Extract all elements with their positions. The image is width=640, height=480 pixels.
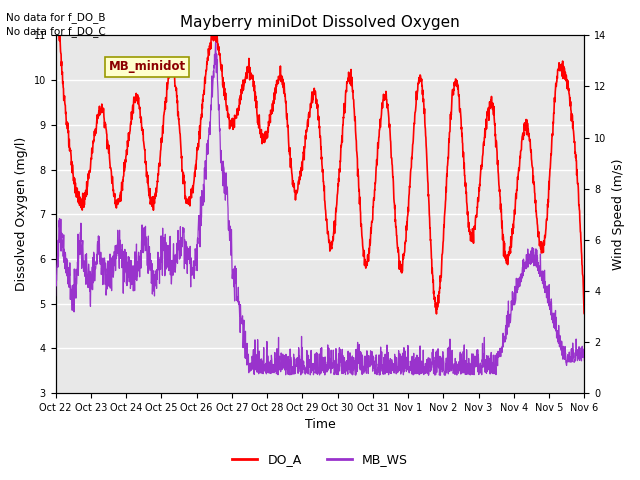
Text: No data for f_DO_B: No data for f_DO_B (6, 12, 106, 23)
Legend: DO_A, MB_WS: DO_A, MB_WS (227, 448, 413, 471)
Y-axis label: Wind Speed (m/s): Wind Speed (m/s) (612, 158, 625, 270)
X-axis label: Time: Time (305, 419, 335, 432)
Title: Mayberry miniDot Dissolved Oxygen: Mayberry miniDot Dissolved Oxygen (180, 15, 460, 30)
Text: No data for f_DO_C: No data for f_DO_C (6, 26, 106, 37)
Y-axis label: Dissolved Oxygen (mg/l): Dissolved Oxygen (mg/l) (15, 137, 28, 291)
Text: MB_minidot: MB_minidot (108, 60, 186, 73)
